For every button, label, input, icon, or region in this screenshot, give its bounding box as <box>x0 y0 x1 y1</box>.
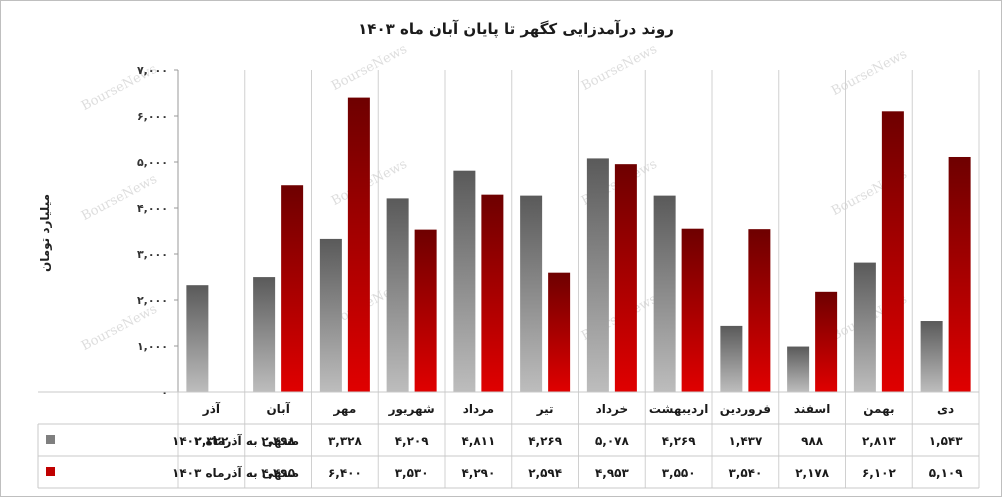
bar-1403 <box>815 291 838 392</box>
data-label: ۳,۳۲۸ <box>328 434 363 448</box>
data-label: ۵,۱۰۹ <box>929 466 964 480</box>
category-label: دی <box>937 402 954 416</box>
category-label: آذر <box>202 401 221 416</box>
data-label: ۱,۵۴۳ <box>929 434 964 448</box>
data-label: ۴,۲۶۹ <box>528 434 563 448</box>
watermark-text: BourseNews <box>79 172 160 224</box>
data-label: ۲,۸۱۳ <box>862 434 897 448</box>
data-label: ۲,۵۹۴ <box>528 466 562 480</box>
y-tick-label: ۴,۰۰۰ <box>137 202 168 215</box>
watermark-text: BourseNews <box>329 42 410 94</box>
data-label: ۱,۴۳۷ <box>728 434 763 448</box>
legend-swatch <box>46 435 55 444</box>
category-label: اسفند <box>794 402 830 416</box>
bar-1402 <box>453 170 476 392</box>
bar-1402 <box>787 346 810 392</box>
chart-title: روند درآمدزایی کگهر تا پایان آبان ماه ۱۴… <box>358 20 674 39</box>
data-label: ۳,۵۴۰ <box>728 466 762 480</box>
data-table: آذر آبان مهر شهریور مرداد تیر خرداد اردیبهشت فرو… <box>37 391 979 489</box>
y-tick-label: ۲,۰۰۰ <box>137 294 168 307</box>
bar-1403 <box>548 272 571 392</box>
data-label: ۶,۴۰۰ <box>328 466 362 480</box>
bar-1402 <box>720 325 743 392</box>
data-label: ۴,۲۶۹ <box>662 434 697 448</box>
bar-1402 <box>253 277 276 392</box>
category-label: خرداد <box>596 402 629 416</box>
legend-swatch <box>46 467 55 476</box>
legend-label: منتهی به آذرماه ۱۴۰۲ <box>172 433 299 448</box>
data-label: ۲,۱۷۸ <box>795 466 830 480</box>
data-label: ۴,۴۹۵ <box>261 466 295 480</box>
data-label: ۹۸۸ <box>801 434 824 448</box>
category-label: فروردین <box>720 402 771 417</box>
legend-label: منتهی به آذرماه ۱۴۰۳ <box>172 465 299 480</box>
category-label: تیر <box>536 402 554 416</box>
data-label: ۶,۱۰۲ <box>862 466 897 480</box>
bar-1402 <box>586 158 609 392</box>
data-label: ۴,۹۵۳ <box>595 466 630 480</box>
data-label: ۴,۲۰۹ <box>395 434 430 448</box>
category-label: اردیبهشت <box>649 402 708 416</box>
data-label: ۵,۰۷۸ <box>595 434 630 448</box>
bar-1403 <box>281 185 304 392</box>
bar-1402 <box>853 262 876 392</box>
data-label: ۳,۵۳۰ <box>395 466 429 480</box>
category-label: مهر <box>332 402 356 416</box>
bar-1402 <box>186 285 209 392</box>
bar-1402 <box>653 195 676 392</box>
bar-1402 <box>319 238 342 392</box>
y-tick-label: ۱,۰۰۰ <box>137 340 168 353</box>
bar-1403 <box>414 229 437 392</box>
y-tick-label: ۳,۰۰۰ <box>137 248 168 261</box>
bar-1403 <box>681 228 704 392</box>
bar-1402 <box>520 195 543 392</box>
watermark-text: BourseNews <box>579 42 660 94</box>
data-label: ۲,۳۲۲ <box>194 434 229 448</box>
y-axis-label: میلیارد تومان <box>38 194 53 272</box>
bar-1403 <box>881 111 904 393</box>
bar-1402 <box>920 321 943 392</box>
category-label: آبان <box>266 401 290 416</box>
category-label: شهریور <box>388 402 435 417</box>
y-tick-label: ۷,۰۰۰ <box>137 64 168 77</box>
y-tick-label: ۵,۰۰۰ <box>137 156 168 169</box>
watermark-text: BourseNews <box>829 47 910 99</box>
data-label: ۴,۲۹۰ <box>461 466 495 480</box>
y-tick-label: ۶,۰۰۰ <box>137 110 168 123</box>
bar-1403 <box>614 164 637 392</box>
bar-1403 <box>948 156 971 392</box>
data-label: ۳,۵۵۰ <box>662 466 696 480</box>
bar-1403 <box>347 97 370 392</box>
category-label: بهمن <box>863 402 894 416</box>
data-label: ۴,۸۱۱ <box>461 434 495 448</box>
bar-1402 <box>386 198 409 392</box>
category-label: مرداد <box>463 402 494 416</box>
bar-1403 <box>748 229 771 392</box>
bars-layer <box>186 97 971 393</box>
data-label: ۲,۴۹۸ <box>261 434 296 448</box>
bar-1403 <box>481 194 504 392</box>
